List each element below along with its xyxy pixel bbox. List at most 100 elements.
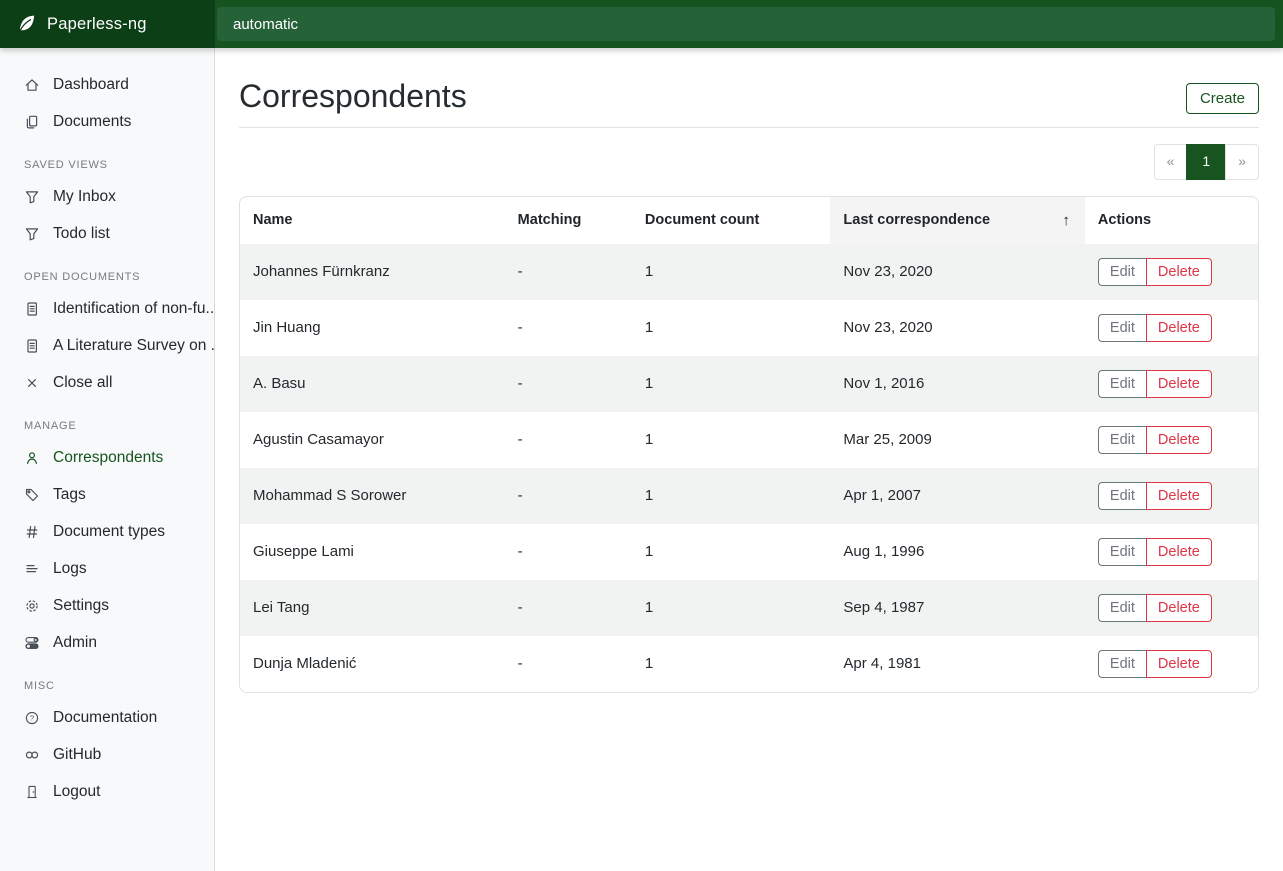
- correspondents-table-container: Name Matching Document count ↑ Last corr…: [239, 195, 1259, 693]
- question-circle-icon: ?: [24, 710, 40, 726]
- delete-button[interactable]: Delete: [1145, 425, 1212, 454]
- edit-button[interactable]: Edit: [1097, 257, 1147, 286]
- pagination-prev-button[interactable]: «: [1153, 144, 1188, 180]
- edit-button[interactable]: Edit: [1097, 649, 1147, 678]
- funnel-icon: [24, 226, 40, 242]
- sidebar-item-logs[interactable]: Logs: [0, 550, 214, 587]
- delete-button[interactable]: Delete: [1145, 481, 1212, 510]
- sidebar-item-label: Identification of non-fu...: [53, 299, 215, 317]
- cell-actions: Edit Delete: [1085, 412, 1258, 468]
- door-icon: [24, 784, 40, 800]
- edit-button[interactable]: Edit: [1097, 369, 1147, 398]
- cell-document-count: 1: [644, 487, 654, 505]
- table-row: Dunja Mladenić - 1 Apr 4, 1981 Edit Dele…: [240, 635, 1258, 692]
- cell-matching: -: [517, 599, 523, 617]
- edit-button[interactable]: Edit: [1097, 537, 1147, 566]
- edit-button[interactable]: Edit: [1097, 313, 1147, 342]
- link-icon: [24, 747, 40, 763]
- sidebar-item-label: A Literature Survey on ...: [53, 336, 215, 354]
- create-button[interactable]: Create: [1185, 83, 1259, 114]
- cell-actions: Edit Delete: [1085, 524, 1258, 580]
- sidebar-item-dashboard[interactable]: Dashboard: [0, 66, 214, 103]
- sidebar: Dashboard Documents SAVED VIEWS My Inbox: [0, 48, 215, 871]
- tag-icon: [24, 487, 40, 503]
- row-actions: Edit Delete: [1097, 537, 1212, 566]
- column-header-document-count[interactable]: Document count: [644, 212, 760, 229]
- header-divider: [239, 127, 1259, 128]
- table-row: Agustin Casamayor - 1 Mar 25, 2009 Edit …: [240, 411, 1258, 468]
- pagination-next-button[interactable]: »: [1225, 144, 1259, 180]
- documents-icon: [24, 114, 40, 130]
- sidebar-item-label: Correspondents: [53, 448, 164, 466]
- sidebar-section-open-documents: OPEN DOCUMENTS: [24, 271, 141, 283]
- column-header-matching[interactable]: Matching: [517, 212, 582, 229]
- sidebar-item-open-document-2[interactable]: A Literature Survey on ...: [0, 327, 214, 364]
- sidebar-item-my-inbox[interactable]: My Inbox: [0, 178, 214, 215]
- log-lines-icon: [24, 561, 40, 577]
- sidebar-section-manage: MANAGE: [24, 420, 77, 432]
- sidebar-item-admin[interactable]: Admin: [0, 624, 214, 661]
- main-content: Correspondents Create « 1 » Name Matchin…: [215, 48, 1283, 871]
- edit-button[interactable]: Edit: [1097, 425, 1147, 454]
- delete-button[interactable]: Delete: [1145, 257, 1212, 286]
- row-actions: Edit Delete: [1097, 425, 1212, 454]
- brand-label: Paperless-ng: [47, 14, 147, 33]
- sidebar-item-todo-list[interactable]: Todo list: [0, 215, 214, 252]
- cell-name: Jin Huang: [253, 319, 321, 337]
- cell-name: Dunja Mladenić: [253, 655, 357, 673]
- sidebar-item-settings[interactable]: Settings: [0, 587, 214, 624]
- sidebar-item-tags[interactable]: Tags: [0, 476, 214, 513]
- sidebar-item-documents[interactable]: Documents: [0, 103, 214, 140]
- cell-matching: -: [517, 375, 523, 393]
- table-header-row: Name Matching Document count ↑ Last corr…: [240, 196, 1258, 244]
- sidebar-item-open-document-1[interactable]: Identification of non-fu...: [0, 290, 214, 327]
- column-header-name[interactable]: Name: [253, 212, 293, 229]
- sidebar-item-close-all[interactable]: Close all: [0, 364, 214, 401]
- toggles-icon: [24, 635, 40, 651]
- sidebar-item-documentation[interactable]: ? Documentation: [0, 699, 214, 736]
- sidebar-section-saved-views: SAVED VIEWS: [24, 159, 108, 171]
- edit-button[interactable]: Edit: [1097, 593, 1147, 622]
- cell-document-count: 1: [644, 375, 654, 393]
- cell-actions: Edit Delete: [1085, 636, 1258, 692]
- cell-matching: -: [517, 543, 523, 561]
- page-header: Correspondents Create: [239, 72, 1259, 125]
- row-actions: Edit Delete: [1097, 313, 1212, 342]
- column-header-last-correspondence[interactable]: ↑ Last correspondence: [830, 196, 1085, 244]
- delete-button[interactable]: Delete: [1145, 649, 1212, 678]
- cell-actions: Edit Delete: [1085, 356, 1258, 412]
- sidebar-item-label: Todo list: [53, 224, 110, 242]
- file-text-icon: [24, 338, 40, 354]
- sidebar-item-label: Dashboard: [53, 75, 129, 93]
- table-row: Giuseppe Lami - 1 Aug 1, 1996 Edit Delet…: [240, 523, 1258, 580]
- gear-icon: [24, 598, 40, 614]
- sidebar-item-logout[interactable]: Logout: [0, 773, 214, 810]
- cell-document-count: 1: [644, 543, 654, 561]
- column-header-actions: Actions: [1097, 212, 1152, 229]
- sidebar-item-github[interactable]: GitHub: [0, 736, 214, 773]
- cell-name: Agustin Casamayor: [253, 431, 384, 449]
- sidebar-item-correspondents[interactable]: Correspondents: [0, 439, 214, 476]
- topbar: Paperless-ng: [0, 0, 1283, 48]
- pagination-page-1-button[interactable]: 1: [1186, 144, 1227, 180]
- row-actions: Edit Delete: [1097, 257, 1212, 286]
- delete-button[interactable]: Delete: [1145, 313, 1212, 342]
- delete-button[interactable]: Delete: [1145, 537, 1212, 566]
- sidebar-item-label: My Inbox: [53, 187, 116, 205]
- brand[interactable]: Paperless-ng: [0, 0, 215, 48]
- edit-button[interactable]: Edit: [1097, 481, 1147, 510]
- delete-button[interactable]: Delete: [1145, 593, 1212, 622]
- delete-button[interactable]: Delete: [1145, 369, 1212, 398]
- cell-actions: Edit Delete: [1085, 580, 1258, 636]
- svg-text:?: ?: [30, 713, 34, 722]
- row-actions: Edit Delete: [1097, 481, 1212, 510]
- search-input[interactable]: [217, 7, 1275, 41]
- sidebar-section-misc: MISC: [24, 680, 55, 692]
- sidebar-item-document-types[interactable]: Document types: [0, 513, 214, 550]
- table-row: Johannes Fürnkranz - 1 Nov 23, 2020 Edit…: [240, 243, 1258, 300]
- cell-last-correspondence: Nov 23, 2020: [843, 319, 933, 337]
- table-row: Mohammad S Sorower - 1 Apr 1, 2007 Edit …: [240, 467, 1258, 524]
- column-header-label: Last correspondence: [843, 211, 991, 228]
- row-actions: Edit Delete: [1097, 369, 1212, 398]
- funnel-icon: [24, 189, 40, 205]
